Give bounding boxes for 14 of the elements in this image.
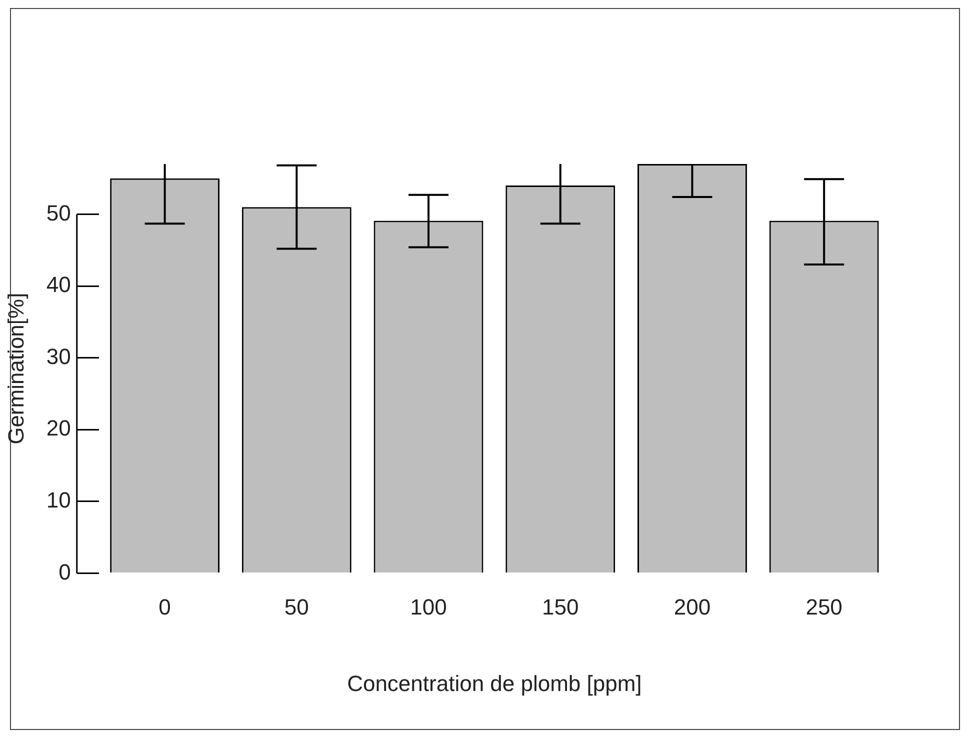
y-tick-label: 0 — [58, 559, 71, 584]
y-tick-label: 20 — [46, 416, 71, 441]
x-axis-title: Concentration de plomb [ppm] — [347, 670, 642, 696]
y-tick-label: 30 — [46, 344, 71, 369]
y-tick-label: 50 — [46, 200, 71, 226]
x-tick-label: 0 — [158, 594, 171, 620]
y-tick-label: 10 — [46, 487, 71, 512]
x-tick-label: 100 — [410, 594, 447, 620]
x-tick-label: 50 — [284, 594, 309, 620]
x-tick-label: 200 — [674, 594, 711, 620]
x-tick-label: 250 — [806, 594, 842, 620]
x-tick-label: 150 — [542, 594, 579, 620]
y-tick-label: 40 — [46, 272, 71, 298]
y-axis-title: Germination[%] — [3, 292, 28, 444]
